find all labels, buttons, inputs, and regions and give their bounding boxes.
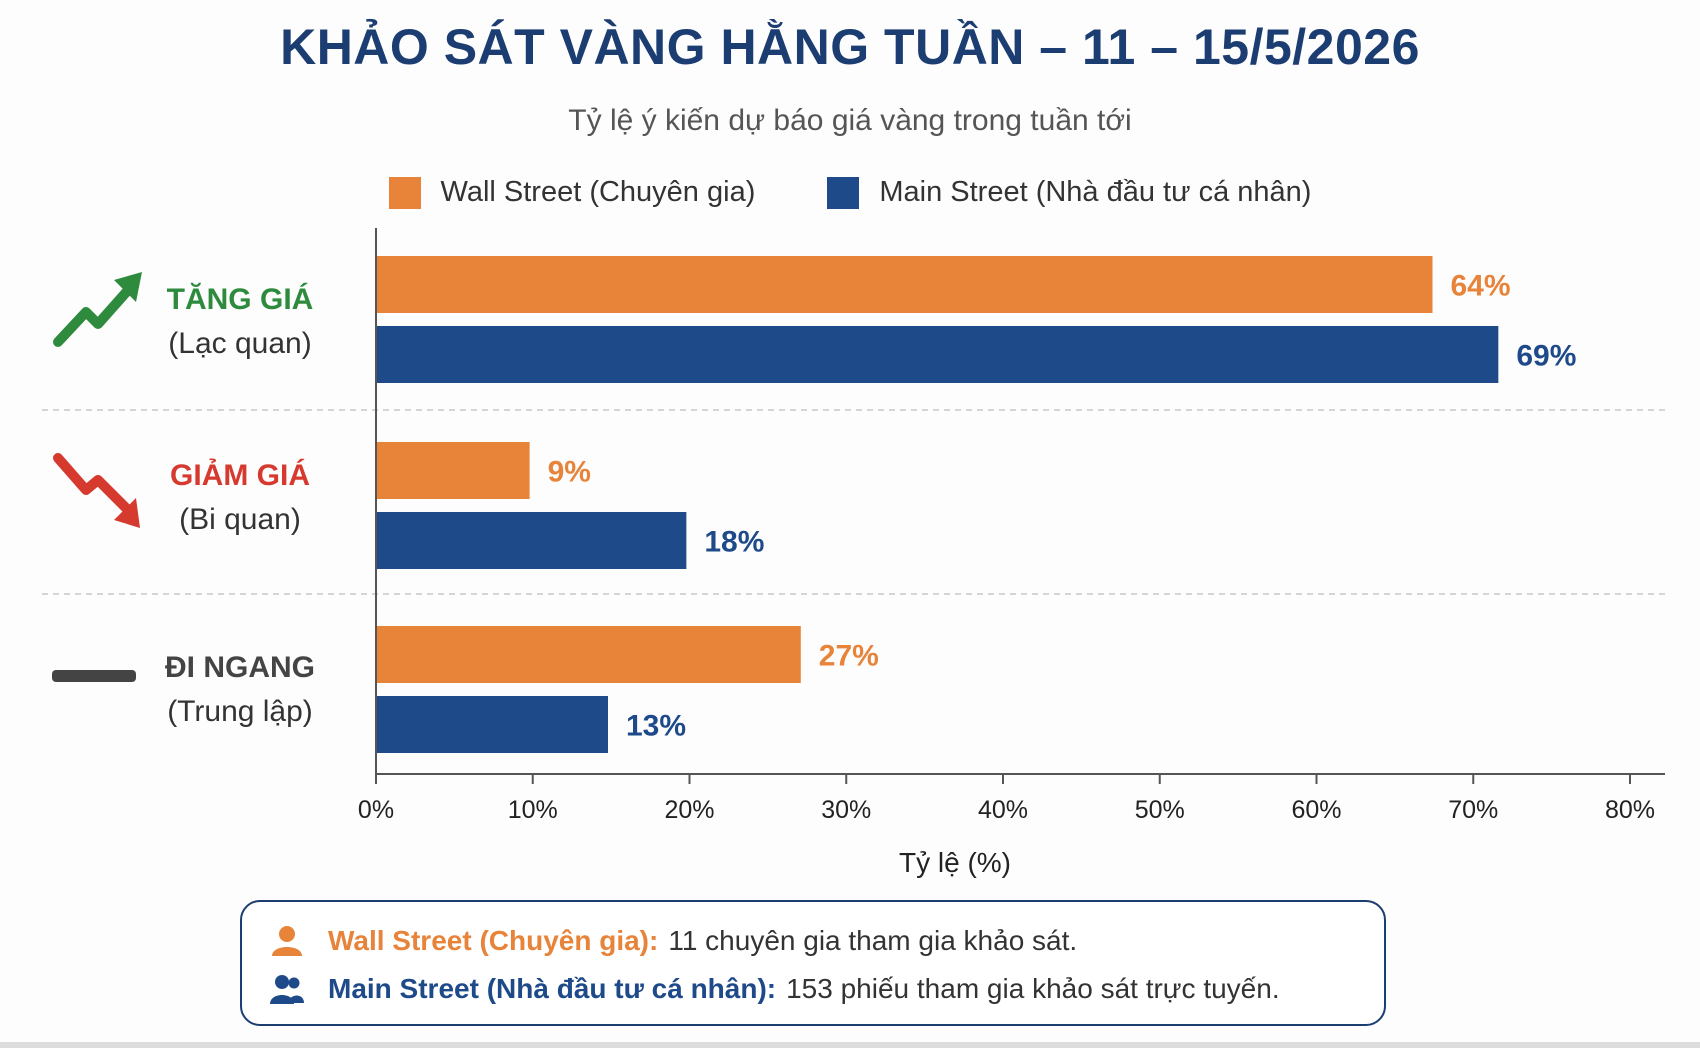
data-label-main-street-0: 69% <box>1516 340 1576 373</box>
data-label-wall-street-0: 64% <box>1450 270 1510 303</box>
data-label-main-street-1: 18% <box>704 526 764 559</box>
legend-label-main-street: Main Street (Nhà đầu tư cá nhân) <box>879 176 1312 208</box>
info-wall-text: 11 chuyên gia tham gia khảo sát. <box>668 925 1078 956</box>
bar-chart: 64% 9% 27% 69% 18% 13% 0% 10% 20% 30% 40% 50% 60% 70%… <box>42 228 1665 878</box>
data-label-wall-street-2: 27% <box>819 640 879 673</box>
x-tick-label-5: 50% <box>1135 796 1185 824</box>
x-tick-label-6: 60% <box>1291 796 1341 824</box>
bar-main-street-1 <box>376 512 687 569</box>
category-up-title: TĂNG GIÁ <box>166 283 314 316</box>
legend-swatch-wall-street <box>388 176 421 209</box>
category-label-down: GIẢM GIÁ (Bi quan) <box>120 454 360 542</box>
x-tick-label-2: 20% <box>664 796 714 824</box>
bar-main-street-0 <box>376 326 1499 383</box>
x-tick-label-7: 70% <box>1448 796 1498 824</box>
trend-down-arrow-icon <box>53 453 140 528</box>
bottom-strip <box>0 1042 1700 1048</box>
bar-wall-street-1 <box>376 442 530 499</box>
category-down-title: GIẢM GIÁ <box>170 459 310 492</box>
x-tick-label-0: 0% <box>358 796 394 824</box>
data-label-wall-street-1: 9% <box>548 456 591 489</box>
info-row-wall-street: Wall Street (Chuyên gia): 11 chuyên gia … <box>270 924 1077 958</box>
flat-line-icon <box>52 670 136 682</box>
category-flat-title: ĐI NGANG <box>165 651 315 684</box>
x-tick-label-8: 80% <box>1605 796 1655 824</box>
people-group-icon <box>270 975 304 1004</box>
x-axis-label: Tỷ lệ (%) <box>899 847 1011 878</box>
legend-label-wall-street: Wall Street (Chuyên gia) <box>440 176 756 208</box>
legend-item-main-street: Main Street (Nhà đầu tư cá nhân) <box>827 176 1311 209</box>
chart-legend: Wall Street (Chuyên gia) Main Street (Nh… <box>0 176 1700 209</box>
bar-wall-street-2 <box>376 626 801 683</box>
info-row-main-street: Main Street (Nhà đầu tư cá nhân): 153 ph… <box>270 972 1280 1006</box>
legend-swatch-main-street <box>827 176 860 209</box>
category-down-sub: (Bi quan) <box>179 503 301 536</box>
x-tick-label-1: 10% <box>508 796 558 824</box>
info-box: Wall Street (Chuyên gia): 11 chuyên gia … <box>240 900 1386 1026</box>
x-tick-label-3: 30% <box>821 796 871 824</box>
x-tick-label-4: 40% <box>978 796 1028 824</box>
category-label-flat: ĐI NGANG (Trung lập) <box>120 646 360 734</box>
trend-up-arrow-icon <box>53 272 142 347</box>
category-up-sub: (Lạc quan) <box>168 327 312 360</box>
category-label-up: TĂNG GIÁ (Lạc quan) <box>120 278 360 366</box>
info-main-key: Main Street (Nhà đầu tư cá nhân): <box>328 973 777 1004</box>
legend-item-wall-street: Wall Street (Chuyên gia) <box>388 176 756 209</box>
page-title: KHẢO SÁT VÀNG HẰNG TUẦN – 11 – 15/5/2026 <box>280 19 1420 75</box>
bar-main-street-2 <box>376 696 608 753</box>
bar-wall-street-0 <box>376 256 1433 313</box>
info-wall-key: Wall Street (Chuyên gia): <box>328 925 659 956</box>
person-icon <box>272 926 302 956</box>
data-label-main-street-2: 13% <box>626 710 686 743</box>
category-flat-sub: (Trung lập) <box>167 695 313 728</box>
page-subtitle: Tỷ lệ ý kiến dự báo giá vàng trong tuần … <box>568 104 1132 137</box>
info-main-text: 153 phiếu tham gia khảo sát trực tuyến. <box>786 973 1280 1004</box>
